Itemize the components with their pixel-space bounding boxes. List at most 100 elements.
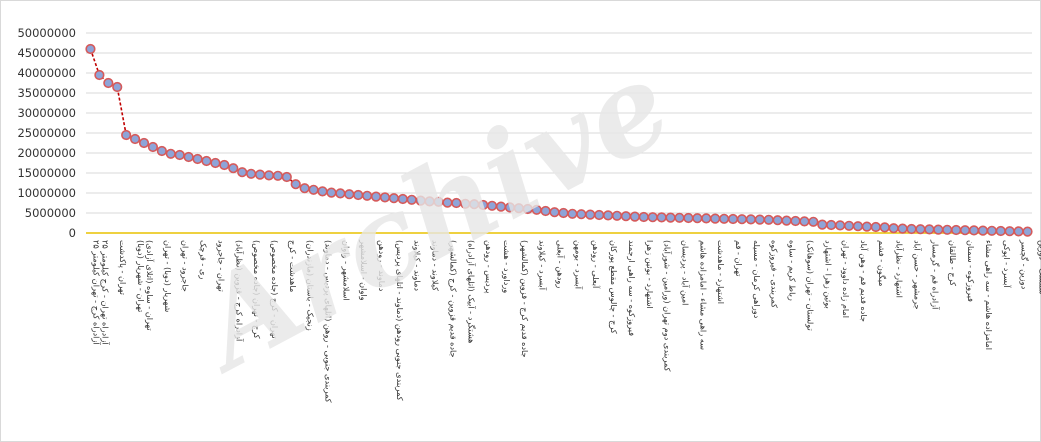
- y-tick-label: 35000000: [17, 86, 76, 100]
- data-point: [924, 224, 935, 235]
- data-point: [879, 222, 890, 233]
- data-point: [308, 184, 319, 195]
- data-point: [254, 169, 266, 180]
- data-point: [638, 211, 649, 223]
- data-point: [611, 210, 623, 221]
- x-tick-label: تهران - ساوه (اتلای آزادی): [145, 240, 155, 331]
- x-tick-label: کمربندی جنوبی رودهن (دماوند - اتلهای پرد…: [395, 240, 405, 401]
- x-tick-label: میگون - فشم: [877, 240, 887, 286]
- data-point: [772, 215, 783, 226]
- data-point: [763, 214, 774, 225]
- data-point: [951, 224, 962, 236]
- data-point: [977, 225, 989, 236]
- data-point: [201, 155, 212, 167]
- data-point: [1013, 226, 1024, 237]
- data-point: [817, 219, 828, 230]
- data-point: [585, 209, 596, 220]
- data-point: [674, 212, 685, 223]
- data-point: [121, 129, 132, 141]
- x-tick-label: آزادراه کرج - تهران کیلومتر ۲۵: [92, 240, 102, 345]
- data-point: [567, 208, 578, 219]
- data-point: [299, 183, 310, 194]
- x-tick-label: تهران - کرج (جاده مخصوص): [270, 240, 280, 339]
- y-tick-label: 0: [69, 226, 76, 240]
- data-point: [692, 213, 703, 224]
- y-tick-label: 40000000: [17, 66, 76, 80]
- x-tick-label: امام زاده داوود - تهران: [841, 240, 851, 318]
- x-tick-label: جاجرود - تهران: [181, 240, 191, 292]
- x-tick-label: فیروزکوه - سمنان: [966, 240, 976, 302]
- data-point: [968, 225, 980, 236]
- x-tick-label: فیروزکوه - سه راهی ارجمند: [627, 240, 637, 336]
- x-tick-label: ماهدشت - کرج: [288, 240, 298, 292]
- x-tick-label: رودهن - آبعلی: [556, 240, 566, 288]
- x-tick-label: اشتهارد - بوئین زهرا: [645, 240, 655, 309]
- data-point: [522, 203, 533, 215]
- x-tick-label: اشتهارد - ماهدشت: [716, 240, 726, 304]
- x-tick-label: آزادراه تهران - کرج کیلومتر ۲۵: [100, 240, 110, 345]
- x-tick-label: واوان - اسلامشهر: [359, 239, 369, 301]
- data-point: [861, 221, 872, 232]
- data-point: [129, 133, 141, 145]
- x-tick-label: اشتهارد - نظرآباد: [895, 240, 905, 298]
- data-point: [826, 219, 837, 231]
- x-tick-label: تهران - جاجرود: [216, 240, 226, 292]
- x-tick-label: آزادراه قم - گرمسار: [930, 239, 940, 310]
- data-point: [727, 213, 739, 225]
- x-tick-label: دماوند - کیلاوند: [413, 240, 423, 291]
- data-point: [281, 171, 292, 183]
- data-point: [540, 205, 551, 217]
- x-tick-label: شمشک - دوزین: [1038, 240, 1041, 295]
- x-tick-label: آبسرد - بومهن: [573, 240, 583, 290]
- data-point: [326, 187, 337, 198]
- data-point: [353, 189, 364, 201]
- x-tick-label: دوراهی کرمان - مسیله: [752, 240, 762, 319]
- data-point: [808, 216, 819, 227]
- x-tick-label: آبسرد - اپوکی: [1002, 240, 1012, 288]
- data-point: [1004, 226, 1015, 237]
- data-point: [915, 224, 926, 235]
- data-point: [843, 220, 855, 231]
- data-point: [656, 212, 667, 223]
- data-point: [85, 43, 96, 55]
- data-point: [852, 221, 864, 232]
- data-point: [1022, 226, 1033, 237]
- data-point: [424, 196, 435, 207]
- data-point: [888, 223, 899, 234]
- data-point: [362, 190, 373, 201]
- x-tick-label: کمربندی - فیروزکوه: [770, 240, 780, 308]
- x-tick-label: (مازندران) زنجیک - باستان: [306, 240, 316, 331]
- x-tick-label: امین آباد - پردیسان: [681, 240, 691, 305]
- data-point: [469, 199, 480, 210]
- data-point: [799, 216, 810, 227]
- data-point: [665, 212, 676, 223]
- data-point: [174, 149, 185, 161]
- data-point: [576, 209, 587, 220]
- data-point: [228, 163, 239, 174]
- y-tick-label: 5000000: [25, 206, 76, 220]
- y-tick-label: 50000000: [17, 26, 76, 40]
- data-point: [736, 214, 748, 225]
- x-tick-label: پردیس - رودهن: [484, 240, 494, 293]
- data-point: [165, 148, 176, 159]
- x-tick-label: تهران - قم: [734, 240, 744, 276]
- data-point: [647, 212, 658, 223]
- x-tick-label: سه راهی مشاء - امامزاده هاشم: [698, 240, 708, 350]
- x-tick-label: جاده قدیم کرج - قزوین (کمالشهر): [520, 240, 530, 358]
- data-point: [103, 77, 114, 89]
- data-point: [790, 215, 801, 227]
- data-point: [558, 207, 569, 219]
- data-point: [210, 157, 221, 169]
- y-tick-label: 25000000: [17, 126, 76, 140]
- data-point: [594, 209, 605, 221]
- x-tick-label: کمربندی دوم تهران (ورامین - شورآباد): [663, 240, 673, 372]
- data-point: [290, 179, 301, 190]
- x-tick-label: ری - قرچک: [199, 240, 209, 279]
- data-point: [602, 210, 614, 221]
- data-point: [335, 188, 346, 199]
- data-point: [710, 213, 721, 224]
- data-point: [138, 137, 150, 149]
- x-tick-label: دوزین - گچسر: [1020, 239, 1030, 290]
- data-point: [531, 204, 542, 215]
